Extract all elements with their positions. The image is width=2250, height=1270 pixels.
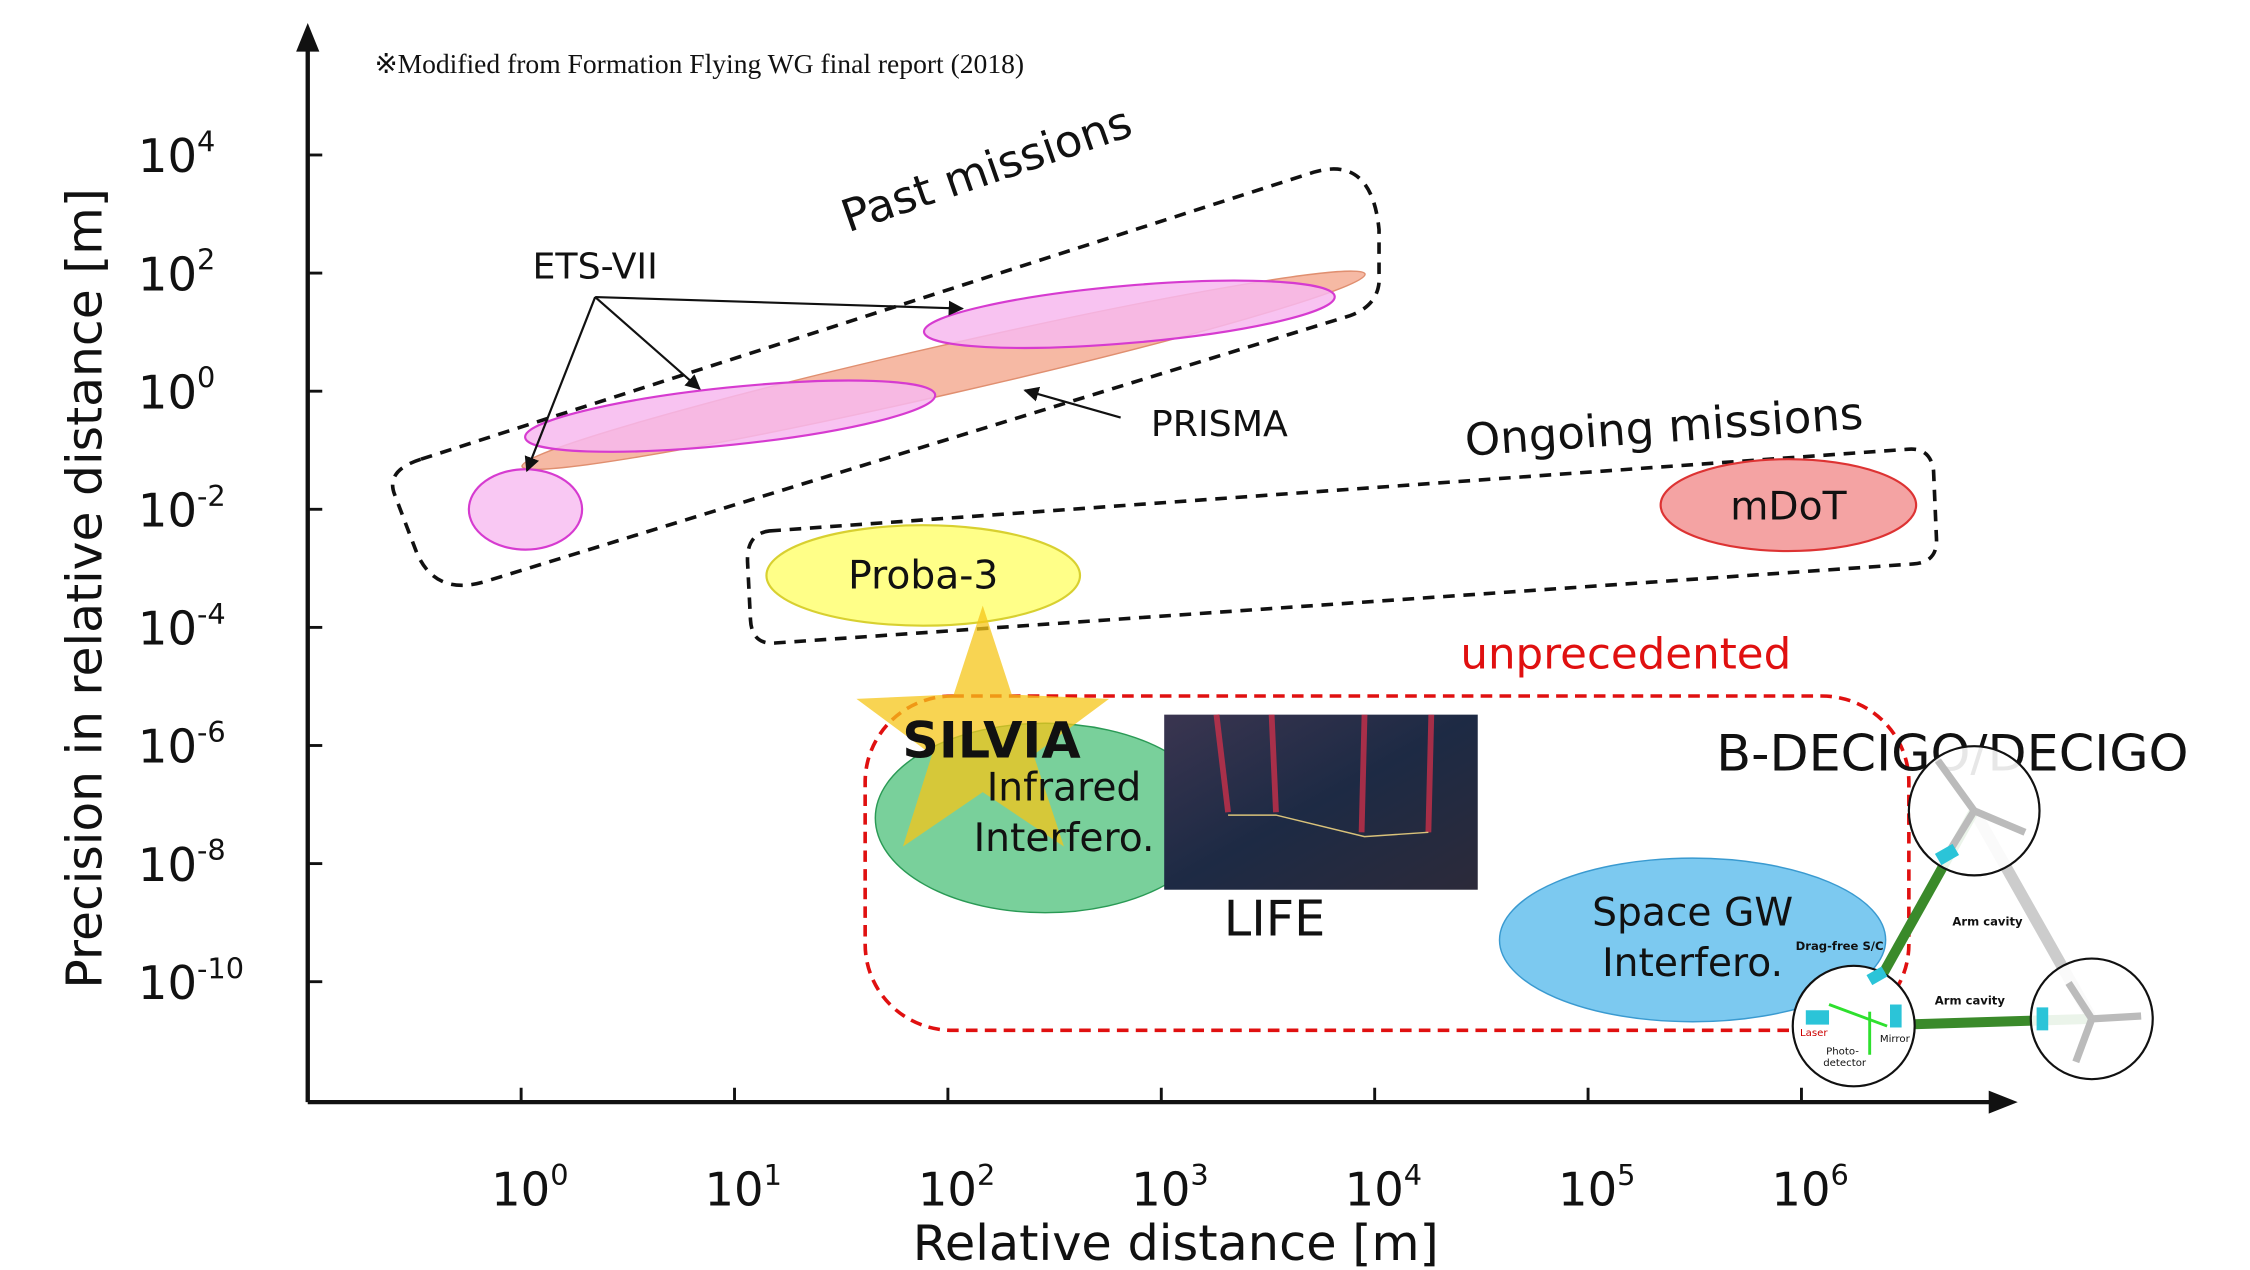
y-axis-label: Precision in relative distance [m] <box>55 188 113 988</box>
tick-base: 10 <box>138 248 197 302</box>
tick-base: 10 <box>1131 1163 1190 1217</box>
tick-base: 10 <box>138 602 197 656</box>
x-axis-label: Relative distance [m] <box>913 1214 1439 1270</box>
tick-base: 10 <box>138 956 197 1010</box>
life-image <box>1164 715 1478 890</box>
tick-exp: 1 <box>764 1158 782 1192</box>
tick-base: 10 <box>491 1163 550 1217</box>
diagram-label: Photo- <box>1826 1047 1859 1058</box>
tick-exp: 0 <box>550 1158 568 1192</box>
tick-label: 104 <box>138 125 215 183</box>
tick-base: 10 <box>138 484 197 538</box>
tick-label: 105 <box>1558 1158 1635 1216</box>
tick-base: 10 <box>1345 1163 1404 1217</box>
tick-label: 102 <box>138 243 215 301</box>
y-arrow <box>296 23 319 52</box>
tick-label: 10-2 <box>138 479 226 537</box>
tick-base: 10 <box>918 1163 977 1217</box>
tick-base: 10 <box>1771 1163 1830 1217</box>
tick-exp: -2 <box>197 479 226 513</box>
tick-label: 101 <box>705 1158 782 1216</box>
tick-label: 10-6 <box>138 715 226 773</box>
note: ※Modified from Formation Flying WG final… <box>375 49 1025 79</box>
tick-label: 10-10 <box>138 951 244 1009</box>
tick-exp: -8 <box>197 833 226 867</box>
ets-ellipse <box>469 469 582 549</box>
diagram-label: Laser <box>1800 1028 1828 1039</box>
tick-label: 103 <box>1131 1158 1208 1216</box>
diagram-label: Mirror <box>1880 1034 1911 1045</box>
space-gw-label: Space GW <box>1592 891 1793 936</box>
ets-ellipse <box>522 366 938 466</box>
tick-label: 10-8 <box>138 833 226 891</box>
tick-base: 10 <box>138 129 197 183</box>
tick-label: 100 <box>491 1158 568 1216</box>
diagram-label: Arm cavity <box>1935 994 2006 1008</box>
unprecedented-label: unprecedented <box>1460 630 1791 680</box>
diagram-label: Drag-free S/C <box>1796 939 1884 953</box>
x-arrow <box>1989 1091 2018 1114</box>
tick-exp: -4 <box>197 597 226 631</box>
infrared-label: Infrared <box>987 766 1142 811</box>
proba3-label: Proba-3 <box>848 554 998 599</box>
tick-label: 10-4 <box>138 597 226 655</box>
tick-base: 10 <box>138 366 197 420</box>
page: 10010110210310410510610410210010-210-410… <box>0 0 2250 1270</box>
space-gw-label: Interfero. <box>1602 941 1783 986</box>
ongoing-label: Ongoing missions <box>1463 387 1865 467</box>
past-missions-label: Past missions <box>834 95 1138 242</box>
diagram: 10010110210310410510610410210010-210-410… <box>0 0 2250 1270</box>
ets-vii-label: ETS-VII <box>532 246 657 288</box>
life-label: LIFE <box>1224 890 1326 948</box>
diagram-label: Arm cavity <box>1952 915 2023 929</box>
tick-label: 104 <box>1345 1158 1422 1216</box>
tick-label: 106 <box>1771 1158 1848 1216</box>
diagram-label: detector <box>1823 1058 1867 1069</box>
tick-exp: 2 <box>977 1158 995 1192</box>
tick-exp: 4 <box>1404 1158 1422 1192</box>
tick-label: 100 <box>138 361 215 419</box>
tick-exp: -6 <box>197 715 226 749</box>
tick-exp: 5 <box>1617 1158 1635 1192</box>
tick-exp: -10 <box>197 951 244 985</box>
tick-exp: 6 <box>1831 1158 1849 1192</box>
silvia-label: SILVIA <box>902 711 1080 770</box>
tick-base: 10 <box>705 1163 764 1217</box>
tick-base: 10 <box>138 720 197 774</box>
tick-exp: 2 <box>197 243 215 277</box>
tick-exp: 3 <box>1190 1158 1208 1192</box>
tick-base: 10 <box>138 838 197 892</box>
tick-label: 102 <box>918 1158 995 1216</box>
tick-base: 10 <box>1558 1163 1617 1217</box>
mdot-label: mDoT <box>1730 485 1846 530</box>
prisma-label: PRISMA <box>1151 403 1288 445</box>
infrared-label: Interfero. <box>974 816 1155 861</box>
tick-exp: 4 <box>197 125 215 159</box>
tick-exp: 0 <box>197 361 215 395</box>
